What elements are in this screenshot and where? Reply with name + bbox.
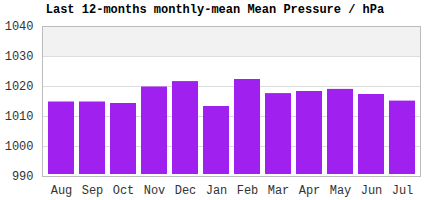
svg-text:1020: 1020	[5, 80, 34, 94]
svg-text:1010: 1010	[5, 110, 34, 124]
svg-text:Dec: Dec	[175, 184, 197, 198]
svg-text:Jun: Jun	[361, 184, 383, 198]
svg-text:Mar: Mar	[268, 184, 290, 198]
svg-text:Apr: Apr	[299, 184, 321, 198]
svg-text:Oct: Oct	[113, 184, 135, 198]
svg-text:1030: 1030	[5, 50, 34, 64]
html-text:Last 12-months monthly-mean Me: Last 12-months monthly-mean Mean Pressur…	[45, 3, 385, 17]
svg-text:1000: 1000	[5, 140, 34, 154]
svg-text:Feb: Feb	[237, 184, 259, 198]
svg-text:Aug: Aug	[51, 184, 73, 198]
svg-text:1040: 1040	[5, 20, 34, 34]
svg-text:990: 990	[12, 170, 34, 184]
svg-text:Sep: Sep	[82, 184, 104, 198]
svg-text:Jul: Jul	[392, 184, 414, 198]
svg-text:Nov: Nov	[144, 184, 166, 198]
svg-text:Jan: Jan	[206, 184, 228, 198]
svg-text:May: May	[330, 184, 352, 198]
